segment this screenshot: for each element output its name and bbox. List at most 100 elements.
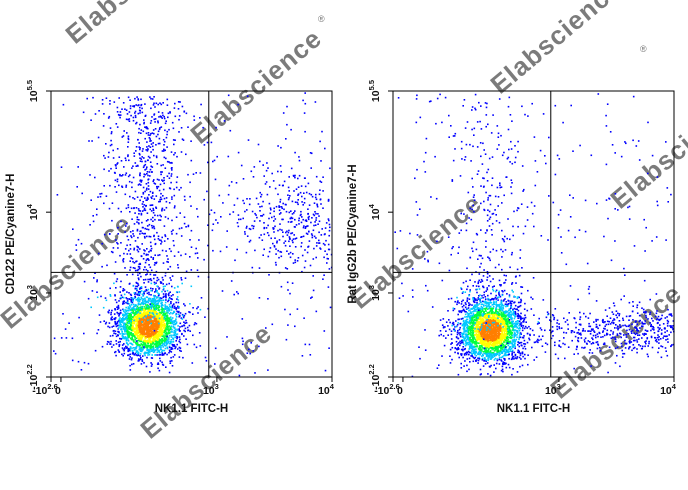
event-dot: [273, 210, 275, 213]
event-dot: [113, 313, 116, 315]
event-dot: [159, 360, 162, 362]
event-dot: [171, 343, 174, 346]
event-dot: [177, 301, 180, 304]
event-dot: [495, 289, 498, 292]
event-dot: [126, 334, 129, 336]
event-dot: [159, 281, 162, 283]
event-dot: [153, 328, 155, 330]
event-dot: [499, 306, 502, 308]
event-dot: [219, 250, 222, 253]
event-dot: [124, 325, 127, 327]
event-dot: [180, 350, 182, 352]
event-dot: [165, 334, 167, 337]
event-dot: [127, 206, 130, 209]
event-dot: [127, 315, 130, 317]
event-dot: [97, 196, 99, 198]
event-dot: [157, 363, 160, 365]
event-dot: [129, 317, 132, 320]
event-dot: [171, 312, 174, 315]
event-dot: [159, 329, 162, 332]
event-dot: [125, 184, 128, 187]
event-dot: [139, 210, 142, 212]
event-dot: [254, 212, 256, 215]
event-dot: [131, 337, 134, 339]
event-dot: [129, 293, 132, 296]
event-dot: [136, 318, 138, 321]
event-dot: [314, 224, 317, 226]
event-dot: [166, 323, 168, 325]
event-dot: [491, 331, 493, 334]
event-dot: [179, 338, 181, 341]
event-dot: [303, 317, 305, 319]
event-dot: [485, 355, 488, 358]
event-dot: [168, 248, 171, 250]
event-dot: [133, 235, 135, 237]
event-dot: [180, 254, 182, 257]
event-dot: [169, 316, 172, 318]
event-dot: [167, 307, 170, 309]
event-dot: [147, 352, 149, 354]
event-dot: [124, 318, 126, 320]
event-dot: [144, 337, 146, 340]
event-dot: [137, 334, 140, 337]
event-dot: [470, 321, 473, 323]
event-dot: [141, 343, 143, 346]
event-dot: [162, 364, 165, 366]
event-dot: [130, 321, 133, 323]
event-dot: [152, 207, 154, 210]
event-dot: [287, 221, 290, 223]
event-dot: [259, 220, 261, 222]
event-dot: [480, 373, 482, 375]
event-dot: [245, 251, 248, 254]
event-dot: [298, 156, 300, 158]
event-dot: [287, 186, 290, 189]
event-dot: [206, 141, 209, 144]
event-dot: [166, 338, 169, 340]
event-dot: [153, 350, 156, 353]
event-dot: [153, 300, 155, 303]
event-dot: [290, 221, 292, 223]
event-dot: [157, 303, 159, 306]
event-dot: [136, 326, 138, 329]
event-dot: [267, 255, 270, 258]
event-dot: [181, 282, 183, 285]
event-dot: [147, 345, 149, 347]
event-dot: [237, 103, 239, 106]
event-dot: [166, 146, 168, 148]
event-dot: [502, 361, 504, 363]
event-dot: [152, 338, 154, 340]
event-dot: [169, 341, 172, 343]
event-dot: [127, 319, 129, 321]
event-dot: [505, 301, 508, 303]
event-dot: [126, 314, 129, 317]
event-dot: [120, 296, 122, 299]
event-dot: [286, 250, 288, 252]
event-dot: [150, 332, 152, 335]
event-dot: [103, 233, 106, 236]
event-dot: [509, 336, 512, 338]
event-dot: [162, 283, 164, 285]
event-dot: [143, 330, 146, 333]
event-dot: [148, 318, 150, 321]
event-dot: [162, 346, 164, 348]
event-dot: [131, 353, 134, 355]
event-dot: [188, 311, 190, 313]
event-dot: [146, 304, 149, 306]
event-dot: [142, 315, 144, 317]
event-dot: [148, 323, 150, 325]
event-dot: [164, 285, 166, 287]
event-dot: [157, 346, 160, 348]
event-dot: [115, 323, 117, 326]
event-dot: [140, 213, 143, 216]
event-dot: [512, 320, 514, 323]
event-dot: [138, 266, 141, 268]
event-dot: [171, 219, 173, 222]
event-dot: [133, 317, 135, 320]
event-dot: [310, 233, 313, 235]
event-dot: [151, 309, 154, 312]
event-dot: [246, 352, 249, 354]
event-dot: [259, 160, 261, 163]
event-dot: [470, 355, 472, 357]
event-dot: [147, 349, 149, 352]
event-dot: [126, 222, 128, 225]
